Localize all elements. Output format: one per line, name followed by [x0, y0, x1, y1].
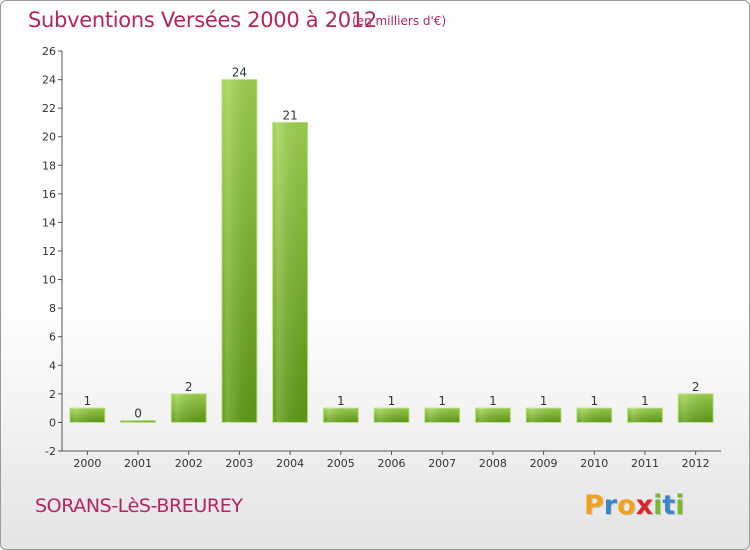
y-tick-label: 12: [42, 245, 56, 258]
bar-shine-2003: [221, 79, 257, 423]
y-tick-label: 8: [49, 302, 56, 315]
commune-name: SORANS-LèS-BREUREY: [35, 495, 243, 517]
x-tick-label: 2009: [530, 457, 558, 470]
logo-letter: i: [653, 490, 663, 521]
y-tick-label: 18: [42, 159, 56, 172]
y-tick-label: 6: [49, 331, 56, 344]
x-tick-label: 2005: [327, 457, 355, 470]
x-tick-label: 2012: [682, 457, 710, 470]
y-tick-label: 0: [49, 416, 56, 429]
data-label-2008: 1: [489, 394, 497, 408]
y-tick-label: 14: [42, 216, 56, 229]
x-tick-label: 2007: [428, 457, 456, 470]
logo-letter: r: [603, 490, 618, 521]
bar-shine-2002: [171, 393, 207, 423]
x-tick-label: 2004: [276, 457, 304, 470]
y-tick-label: -2: [45, 445, 56, 458]
y-tick-label: 10: [42, 274, 56, 287]
proxiti-logo: Proxiti: [584, 490, 685, 521]
bar-shine-2004: [272, 122, 308, 423]
y-tick-label: 20: [42, 131, 56, 144]
x-tick-label: 2001: [124, 457, 152, 470]
x-tick-label: 2010: [580, 457, 608, 470]
data-label-2005: 1: [337, 394, 345, 408]
bar-shine-2012: [678, 393, 714, 423]
x-tick-label: 2011: [631, 457, 659, 470]
bar-shine-2010: [576, 408, 612, 423]
logo-letter: P: [584, 490, 604, 521]
data-label-2011: 1: [641, 394, 649, 408]
data-label-2000: 1: [84, 394, 92, 408]
data-label-2006: 1: [388, 394, 396, 408]
bar-shine-2007: [424, 408, 460, 423]
logo-letter: i: [675, 490, 685, 521]
y-tick-label: 22: [42, 102, 56, 115]
y-tick-label: 2: [49, 388, 56, 401]
bar-shine-2000: [69, 408, 105, 423]
data-label-2010: 1: [590, 394, 598, 408]
bar-shine-2011: [627, 408, 663, 423]
data-label-2007: 1: [438, 394, 446, 408]
y-tick-label: 16: [42, 188, 56, 201]
x-tick-label: 2000: [73, 457, 101, 470]
bar-shine-2005: [323, 408, 359, 423]
logo-letter: x: [635, 490, 654, 521]
logo-letter: t: [662, 490, 676, 521]
bar-shine-2006: [374, 408, 409, 423]
x-tick-label: 2002: [175, 457, 203, 470]
data-label-2009: 1: [540, 394, 548, 408]
y-tick-label: 26: [42, 45, 56, 58]
bar-shine-2001: [120, 420, 156, 423]
chart-title: Subventions Versées 2000 à 2012: [28, 8, 377, 32]
data-label-2003: 24: [232, 66, 247, 80]
logo-letter: o: [617, 490, 636, 521]
data-label-2001: 0: [134, 406, 142, 420]
x-tick-label: 2008: [479, 457, 507, 470]
x-tick-label: 2006: [378, 457, 406, 470]
data-label-2004: 21: [282, 108, 297, 122]
data-label-2012: 2: [692, 380, 700, 394]
x-tick-label: 2003: [225, 457, 253, 470]
y-tick-label: 4: [49, 359, 56, 372]
data-label-2002: 2: [185, 380, 193, 394]
y-tick-label: 24: [42, 74, 56, 87]
bar-shine-2008: [475, 408, 511, 423]
chart-unit: (en milliers d'€): [352, 14, 447, 28]
bar-shine-2009: [526, 408, 562, 423]
